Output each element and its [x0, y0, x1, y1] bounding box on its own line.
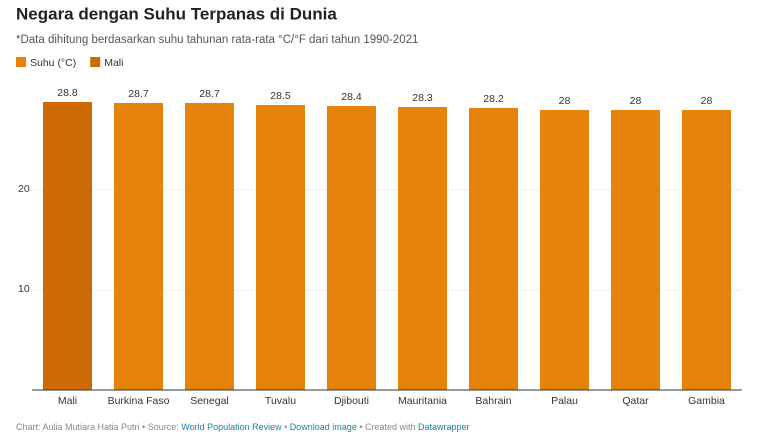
footer: Chart: Aulia Mutiara Hatia Putri • Sourc… — [16, 422, 470, 432]
footer-text: • Created with — [357, 422, 418, 432]
legend-swatch — [16, 57, 26, 67]
x-tick-label: Qatar — [622, 395, 649, 407]
legend-swatch — [90, 57, 101, 67]
bar — [256, 105, 305, 390]
footer-link[interactable]: Datawrapper — [418, 422, 470, 432]
x-tick-label: Tuvalu — [265, 395, 296, 407]
footer-text: • — [282, 422, 290, 432]
data-label: 28.5 — [270, 90, 291, 102]
y-tick-label: 10 — [18, 283, 30, 295]
chart-subtitle: *Data dihitung berdasarkan suhu tahunan … — [16, 34, 418, 46]
bar — [469, 108, 518, 390]
chart-title: Negara dengan Suhu Terpanas di Dunia — [16, 4, 337, 23]
data-label: 28.7 — [199, 88, 220, 100]
bar — [540, 110, 589, 390]
data-label: 28 — [630, 95, 642, 107]
bar — [114, 103, 163, 390]
x-tick-label: Mauritania — [398, 395, 447, 407]
bar — [398, 107, 447, 390]
data-label: 28.3 — [412, 92, 433, 104]
x-tick-label: Burkina Faso — [108, 395, 170, 407]
footer-link[interactable]: World Population Review — [181, 422, 282, 432]
y-tick-label: 20 — [18, 183, 30, 195]
x-tick-label: Mali — [58, 395, 77, 407]
footer-text: Chart: Aulia Mutiara Hatia Putri • Sourc… — [16, 422, 181, 432]
x-tick-label: Gambia — [688, 395, 725, 407]
data-label: 28 — [559, 95, 571, 107]
x-tick-label: Senegal — [190, 395, 229, 407]
bar — [327, 106, 376, 390]
bar — [43, 102, 92, 390]
data-label: 28.7 — [128, 88, 149, 100]
x-tick-label: Palau — [551, 395, 578, 407]
x-tick-label: Djibouti — [334, 395, 369, 407]
footer-link[interactable]: Download image — [290, 422, 357, 432]
bar — [611, 110, 660, 390]
legend-label: Suhu (°C) — [30, 57, 76, 69]
bar — [185, 103, 234, 390]
bar — [682, 110, 731, 390]
x-tick-label: Bahrain — [475, 395, 511, 407]
legend-label: Mali — [104, 57, 123, 69]
data-label: 28 — [701, 95, 713, 107]
data-label: 28.4 — [341, 91, 362, 103]
data-label: 28.8 — [57, 87, 78, 99]
data-label: 28.2 — [483, 93, 504, 105]
